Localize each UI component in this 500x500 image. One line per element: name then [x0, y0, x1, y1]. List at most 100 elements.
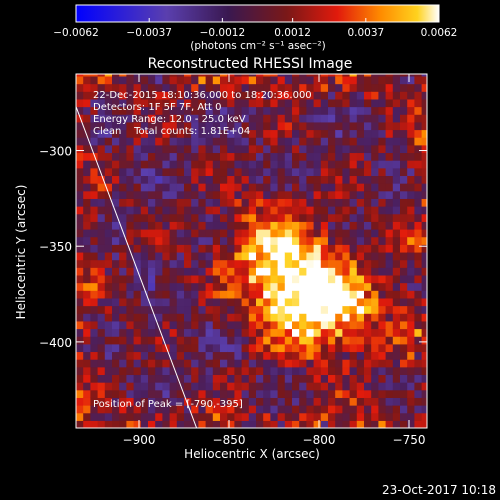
heatmap-cell [104, 160, 113, 169]
heatmap-cell [140, 351, 149, 360]
heatmap-cell [378, 267, 387, 276]
heatmap-cell [220, 114, 228, 123]
heatmap-cell [191, 366, 199, 376]
heatmap-cell [140, 320, 149, 330]
heatmap-cell [335, 374, 343, 383]
heatmap-cell [270, 83, 279, 92]
heatmap-cell [140, 98, 149, 108]
heatmap-cell [241, 267, 250, 276]
heatmap-cell [392, 75, 401, 85]
heatmap-cell [349, 351, 358, 360]
heatmap-cell [407, 313, 415, 322]
heatmap-cell [212, 259, 221, 268]
heatmap-cell [385, 236, 394, 245]
heatmap-cell [313, 144, 322, 154]
heatmap-cell [198, 366, 207, 376]
heatmap-cell [205, 382, 214, 391]
heatmap-cell [263, 259, 271, 268]
heatmap-cell [342, 328, 351, 337]
heatmap-cell [263, 389, 271, 398]
heatmap-cell [320, 389, 329, 398]
heatmap-cell [313, 190, 322, 199]
heatmap-cell [126, 351, 135, 360]
heatmap-cell [241, 389, 250, 398]
heatmap-cell [421, 183, 427, 192]
heatmap-cell [169, 343, 178, 353]
heatmap-cell [356, 129, 365, 138]
heatmap-cell [169, 297, 178, 307]
heatmap-cell [76, 137, 84, 146]
heatmap-cell [421, 313, 427, 322]
heatmap-cell [306, 366, 315, 376]
heatmap-cell [191, 74, 199, 77]
heatmap-cell [407, 137, 415, 146]
heatmap-cell [155, 313, 163, 322]
heatmap-cell [148, 389, 156, 398]
heatmap-cell [241, 282, 250, 291]
heatmap-cell [400, 397, 408, 406]
heatmap-cell [133, 343, 142, 353]
heatmap-cell [328, 106, 336, 115]
heatmap-cell [162, 282, 171, 291]
heatmap-cell [263, 206, 271, 215]
heatmap-cell [176, 320, 185, 330]
heatmap-cell [126, 251, 135, 261]
heatmap-cell [407, 336, 415, 345]
heatmap-cell [364, 320, 372, 330]
heatmap-cell [378, 114, 387, 123]
heatmap-cell [184, 114, 192, 123]
heatmap-cell [299, 175, 307, 184]
heatmap-cell [270, 221, 279, 230]
heatmap-cell [97, 382, 106, 391]
heatmap-cell [364, 274, 372, 284]
heatmap-cell [176, 405, 185, 414]
heatmap-cell [364, 190, 372, 199]
heatmap-cell [220, 167, 228, 177]
heatmap-cell [292, 98, 300, 108]
heatmap-cell [364, 183, 372, 192]
heatmap-cell [421, 121, 427, 131]
heatmap-cell [342, 343, 351, 353]
heatmap-cell [270, 336, 279, 345]
heatmap-cell [227, 267, 235, 276]
heatmap-cell [371, 244, 379, 253]
heatmap-cell [356, 259, 365, 268]
heatmap-cell [184, 198, 192, 207]
heatmap-cell [205, 374, 214, 383]
heatmap-cell [328, 74, 336, 77]
heatmap-cell [198, 75, 207, 85]
heatmap-cell [76, 297, 84, 307]
heatmap-cell [320, 382, 329, 391]
heatmap-cell [169, 83, 178, 92]
heatmap-cell [349, 74, 358, 77]
heatmap-cell [155, 397, 163, 406]
heatmap-cell [104, 282, 113, 291]
heatmap-cell [328, 374, 336, 383]
heatmap-cell [306, 236, 315, 245]
heatmap-cell [342, 267, 351, 276]
heatmap-cell [364, 221, 372, 230]
heatmap-cell [364, 343, 372, 353]
heatmap-cell [97, 244, 106, 253]
heatmap-cell [155, 412, 163, 421]
heatmap-cell [184, 74, 192, 77]
heatmap-cell [385, 183, 394, 192]
heatmap-cell [392, 244, 401, 253]
heatmap-cell [313, 98, 322, 108]
heatmap-cell [133, 251, 142, 261]
heatmap-cell [119, 343, 127, 353]
heatmap-cell [349, 228, 358, 238]
heatmap-cell [320, 152, 329, 161]
heatmap-cell [263, 412, 271, 421]
heatmap-cell [392, 83, 401, 92]
heatmap-cell [241, 420, 250, 428]
heatmap-cell [169, 167, 178, 177]
heatmap-cell [112, 228, 120, 238]
heatmap-cell [97, 336, 106, 345]
heatmap-cell [169, 175, 178, 184]
heatmap-cell [119, 389, 127, 398]
heatmap-cell [378, 305, 387, 314]
heatmap-cell [169, 91, 178, 100]
heatmap-cell [421, 374, 427, 383]
heatmap-cell [320, 267, 329, 276]
